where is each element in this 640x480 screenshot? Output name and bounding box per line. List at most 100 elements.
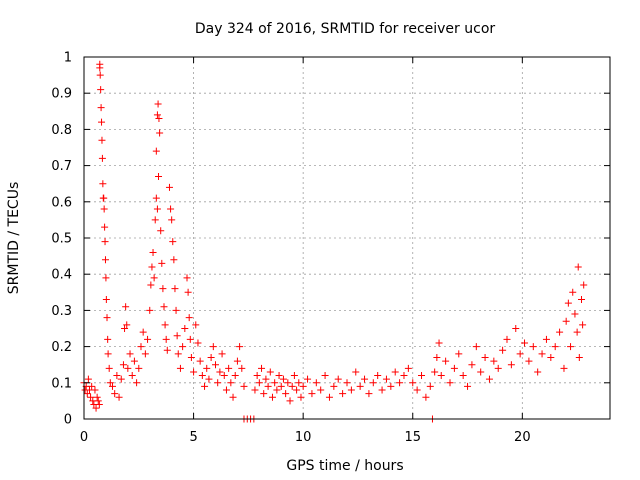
- data-point: [468, 361, 476, 369]
- data-point: [304, 375, 312, 383]
- x-axis-label: GPS time / hours: [286, 458, 403, 474]
- y-tick-label: 0.5: [51, 232, 72, 247]
- data-point: [569, 288, 577, 296]
- data-point: [455, 350, 463, 358]
- data-point: [330, 382, 338, 390]
- data-point: [130, 357, 138, 365]
- data-point: [446, 379, 454, 387]
- data-point: [547, 353, 555, 361]
- data-point: [233, 357, 241, 365]
- data-point: [339, 390, 347, 398]
- data-point: [227, 379, 235, 387]
- data-point: [144, 335, 152, 343]
- data-point: [382, 375, 390, 383]
- y-tick-label: 0.4: [51, 268, 72, 283]
- data-point: [477, 368, 485, 376]
- data-point: [151, 216, 159, 224]
- y-tick-label: 0.3: [51, 304, 72, 319]
- data-point: [499, 346, 507, 354]
- data-point: [169, 238, 177, 246]
- data-point: [133, 379, 141, 387]
- data-point: [152, 194, 160, 202]
- data-point: [96, 71, 104, 79]
- data-point: [155, 115, 163, 123]
- data-point: [212, 361, 219, 369]
- data-point: [238, 364, 246, 372]
- data-point: [98, 136, 106, 144]
- data-point: [104, 350, 112, 358]
- data-points: [80, 60, 588, 423]
- data-point: [149, 248, 157, 256]
- data-point: [220, 372, 228, 380]
- data-point: [183, 274, 191, 282]
- data-point: [579, 321, 587, 329]
- data-point: [459, 372, 467, 380]
- data-point: [442, 357, 450, 365]
- data-point: [236, 343, 244, 351]
- data-point: [418, 372, 426, 380]
- data-point: [534, 368, 542, 376]
- data-point: [121, 325, 129, 332]
- data-point: [295, 379, 303, 387]
- data-point: [92, 404, 100, 412]
- data-point: [231, 372, 239, 380]
- data-point: [126, 350, 134, 358]
- data-point: [255, 379, 263, 387]
- data-point: [334, 375, 342, 383]
- data-point: [159, 285, 167, 293]
- data-point: [433, 353, 441, 361]
- chart-title: Day 324 of 2016, SRMTID for receiver uco…: [195, 21, 496, 37]
- data-point: [271, 379, 279, 387]
- data-point: [229, 393, 237, 401]
- data-point: [146, 306, 154, 314]
- data-point: [481, 353, 489, 361]
- data-point: [253, 372, 261, 380]
- data-point: [321, 372, 329, 380]
- data-point: [365, 390, 373, 398]
- data-point: [290, 372, 298, 380]
- data-point: [153, 111, 161, 119]
- data-point: [374, 372, 382, 380]
- data-point: [98, 118, 106, 126]
- axis-ticks: [83, 56, 610, 420]
- data-point: [317, 386, 325, 394]
- data-point: [556, 328, 564, 336]
- data-point: [161, 321, 169, 329]
- data-point: [275, 372, 283, 380]
- data-point: [153, 205, 161, 213]
- data-point: [97, 104, 105, 112]
- data-point: [218, 350, 226, 358]
- data-point: [201, 382, 209, 390]
- data-point: [251, 386, 259, 394]
- data-point: [343, 379, 351, 387]
- data-point: [137, 343, 145, 351]
- data-point: [297, 393, 305, 401]
- data-point: [352, 368, 360, 376]
- data-point: [260, 390, 268, 398]
- data-point: [106, 379, 114, 387]
- data-point: [503, 335, 511, 343]
- data-point: [573, 328, 581, 336]
- data-point: [185, 314, 193, 322]
- data-point: [83, 390, 91, 398]
- data-point: [507, 361, 515, 369]
- data-point: [186, 335, 194, 343]
- y-tick-labels: 0 0.1 0.2 0.3 0.4 0.5 0.6 0.7 0.8 0.9 1: [51, 51, 72, 428]
- data-point: [225, 364, 233, 372]
- data-point: [564, 299, 572, 307]
- data-point: [264, 382, 272, 390]
- data-point: [104, 335, 112, 343]
- data-point: [551, 343, 559, 351]
- data-point: [117, 375, 125, 383]
- data-point: [209, 343, 217, 351]
- data-point: [113, 372, 121, 380]
- data-point: [426, 382, 434, 390]
- data-point: [431, 368, 439, 376]
- data-point: [123, 321, 131, 329]
- data-point: [172, 306, 180, 314]
- data-point: [361, 375, 369, 383]
- data-point: [135, 364, 143, 372]
- y-tick-label: 0.1: [51, 376, 72, 391]
- data-point: [273, 386, 281, 394]
